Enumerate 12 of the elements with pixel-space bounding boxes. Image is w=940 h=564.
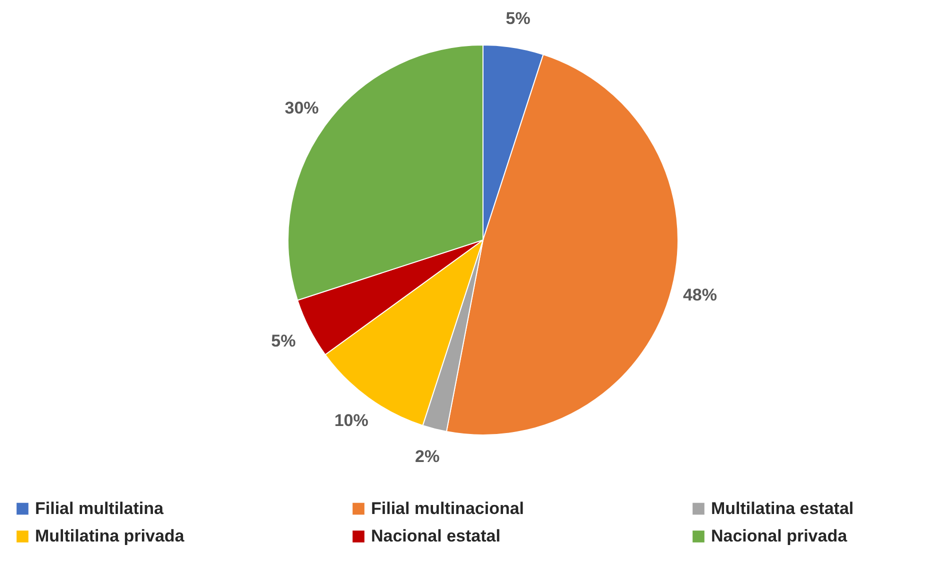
data-label: 48% [682, 286, 717, 305]
data-label: 5% [506, 8, 530, 28]
legend-label: Nacional privada [711, 526, 848, 546]
legend-label: Multilatina privada [35, 526, 185, 546]
data-label: 30% [284, 98, 319, 118]
legend-label: Filial multinacional [371, 498, 524, 518]
data-label: 5% [271, 332, 296, 351]
data-label: 10% [334, 411, 368, 430]
data-label: 2% [415, 446, 440, 466]
legend-label: Nacional estatal [371, 526, 500, 546]
legend-label: Multilatina estatal [711, 498, 854, 518]
legend-label: Filial multilatina [35, 498, 164, 518]
